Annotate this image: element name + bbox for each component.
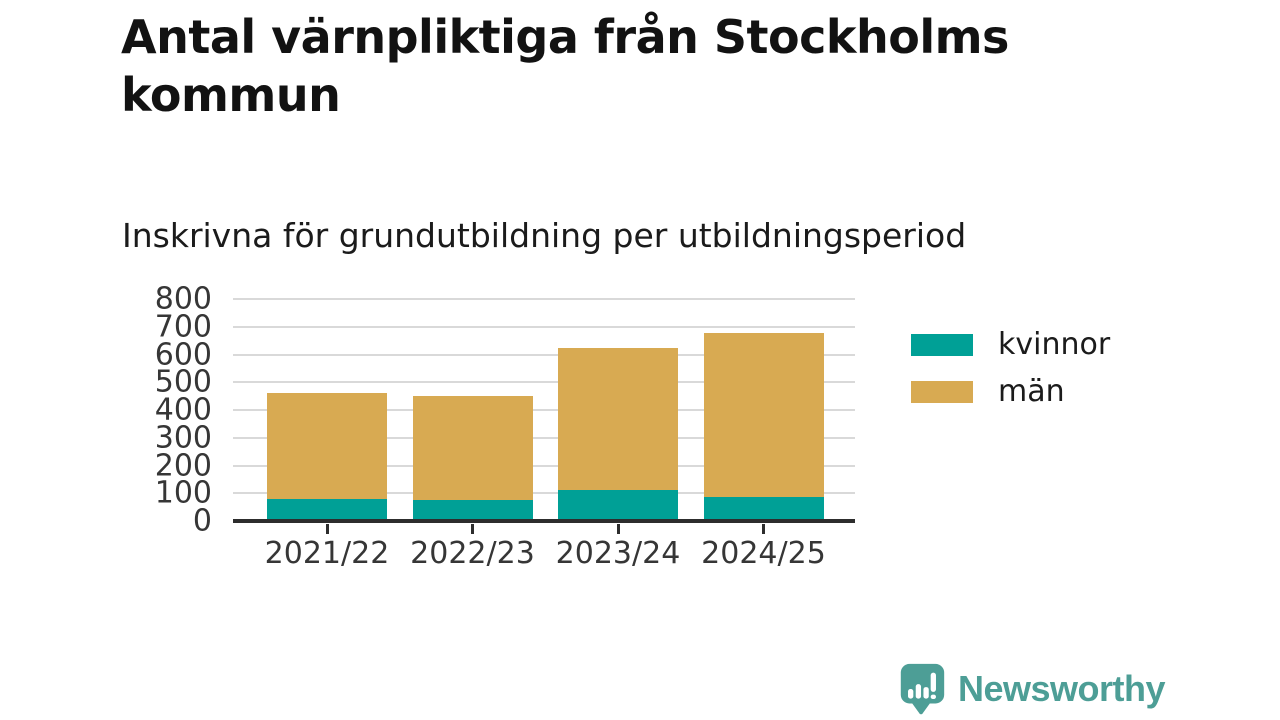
legend-item-män: män bbox=[911, 375, 1110, 409]
y-tick-label-0: 0 bbox=[192, 503, 212, 539]
bar-segment-män-2021/22 bbox=[267, 393, 387, 500]
y-tick-label-500: 500 bbox=[154, 364, 212, 400]
y-tick-label-600: 600 bbox=[154, 337, 212, 372]
bar-segment-kvinnor-2024/25 bbox=[703, 496, 824, 521]
bar-segment-kvinnor-2021/22 bbox=[267, 499, 387, 521]
gridline-800 bbox=[233, 298, 855, 300]
gridline-500 bbox=[233, 381, 855, 384]
y-tick-label-300: 300 bbox=[154, 420, 212, 456]
gridline-200 bbox=[233, 464, 855, 467]
y-tick-label-100: 100 bbox=[154, 475, 212, 511]
plot-area bbox=[233, 298, 855, 534]
x-tick-2024/25 bbox=[762, 524, 765, 534]
gridline-100 bbox=[233, 492, 855, 495]
y-tick-label-200: 200 bbox=[154, 448, 212, 483]
x-tick-label-2022/23: 2022/23 bbox=[410, 536, 535, 571]
legend-swatch-kvinnor bbox=[911, 334, 973, 356]
x-tick-label-2024/25: 2024/25 bbox=[701, 536, 826, 571]
legend-item-kvinnor: kvinnor bbox=[911, 328, 1110, 362]
x-tick-label-2021/22: 2021/22 bbox=[264, 536, 390, 571]
x-tick-2023/24 bbox=[616, 524, 620, 534]
x-axis-line bbox=[233, 519, 855, 523]
gridline-300 bbox=[233, 436, 855, 439]
y-tick-label-800: 800 bbox=[154, 281, 212, 317]
bar-segment-män-2024/25 bbox=[703, 333, 824, 497]
newsworthy-wordmark: Newsworthy bbox=[958, 668, 1166, 709]
x-tick-2021/22 bbox=[325, 524, 329, 534]
gridline-700 bbox=[233, 325, 855, 328]
chart-subtitle: Inskrivna för grundutbildning per utbild… bbox=[122, 216, 967, 255]
legend: kvinnor män bbox=[911, 328, 1110, 409]
x-tick-2022/23 bbox=[471, 524, 474, 534]
legend-swatch-män bbox=[911, 381, 973, 403]
newsworthy-speech-bubble-icon bbox=[900, 663, 945, 715]
y-tick-label-400: 400 bbox=[154, 392, 212, 428]
newsworthy-logo: Newsworthy bbox=[895, 662, 1166, 716]
bar-segment-män-2023/24 bbox=[558, 348, 678, 491]
legend-label-kvinnor: kvinnor bbox=[998, 327, 1111, 362]
gridline-400 bbox=[233, 409, 855, 411]
bar-segment-kvinnor-2023/24 bbox=[558, 490, 678, 521]
legend-label-män: män bbox=[998, 374, 1065, 409]
y-tick-label-700: 700 bbox=[154, 309, 212, 345]
chart-title: Antal värnpliktiga från Stockholms kommu… bbox=[121, 10, 1009, 122]
bar-segment-kvinnor-2022/23 bbox=[412, 499, 533, 521]
x-tick-label-2023/24: 2023/24 bbox=[555, 536, 681, 571]
gridline-600 bbox=[233, 353, 855, 356]
bar-segment-män-2022/23 bbox=[412, 396, 533, 500]
